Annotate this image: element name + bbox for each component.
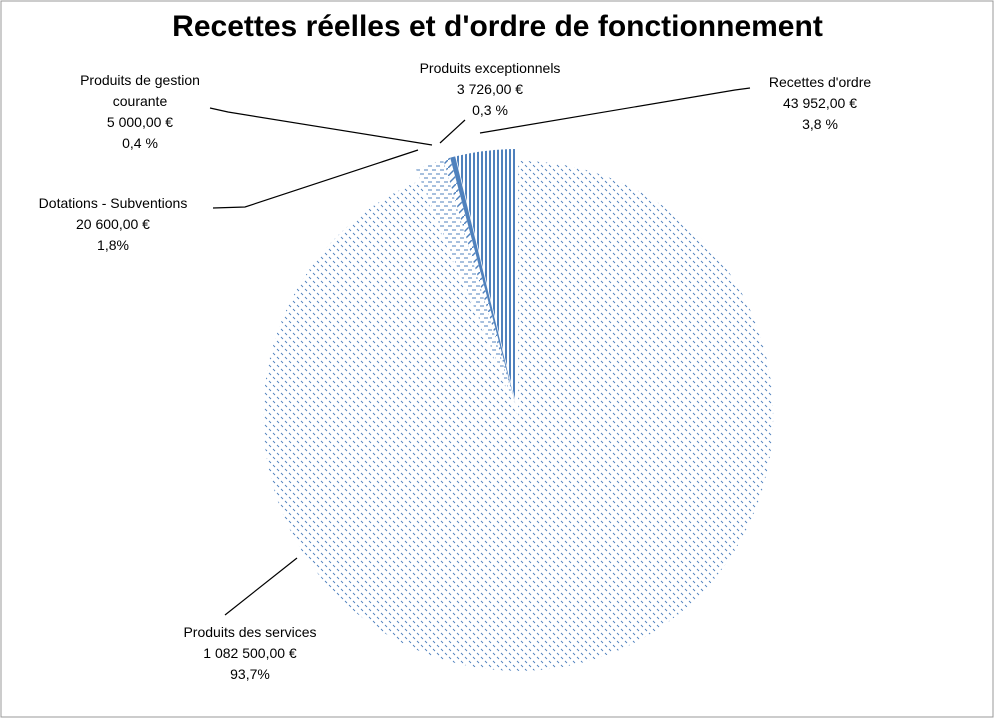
- category-label: Produits de gestion courante: [80, 72, 200, 109]
- pie-slice: [263, 160, 774, 671]
- data-label: Produits exceptionnels 3 726,00 € 0,3 %: [420, 58, 561, 121]
- category-label: Produits exceptionnels: [419, 60, 561, 76]
- data-label: Produits des services 1 082 500,00 € 93,7%: [183, 622, 316, 685]
- value-label: 43 952,00 €: [783, 95, 857, 111]
- value-label: 1 082 500,00 €: [203, 645, 297, 661]
- pie-slice: [455, 149, 517, 405]
- leader-line: [224, 557, 298, 616]
- pie-slice: [416, 159, 515, 405]
- category-label: Dotations - Subventions: [38, 195, 188, 211]
- value-label: 5 000,00 €: [106, 114, 174, 130]
- category-label: Recettes d'ordre: [768, 74, 872, 90]
- leader-line: [439, 119, 466, 144]
- percentage-label: 1,8%: [97, 237, 129, 253]
- leader-line: [209, 107, 433, 146]
- chart-title: Recettes réelles et d'ordre de fonctionn…: [172, 10, 823, 43]
- percentage-label: 93,7%: [230, 666, 270, 682]
- category-label: Produits des services: [183, 624, 317, 640]
- percentage-label: 3,8 %: [802, 116, 838, 132]
- pie-slice: [450, 156, 516, 405]
- pie-slice: [443, 157, 516, 405]
- data-label: Produits de gestion courante 5 000,00 € 0,…: [75, 70, 205, 154]
- leader-line: [479, 87, 751, 134]
- value-label: 3 726,00 €: [456, 81, 524, 97]
- data-label: Dotations - Subventions 20 600,00 € 1,8%: [39, 193, 188, 256]
- data-label: Recettes d'ordre 43 952,00 € 3,8 %: [769, 72, 871, 135]
- percentage-label: 0,3 %: [472, 102, 508, 118]
- percentage-label: 0,4 %: [122, 135, 158, 151]
- leader-line: [212, 149, 419, 209]
- value-label: 20 600,00 €: [76, 216, 150, 232]
